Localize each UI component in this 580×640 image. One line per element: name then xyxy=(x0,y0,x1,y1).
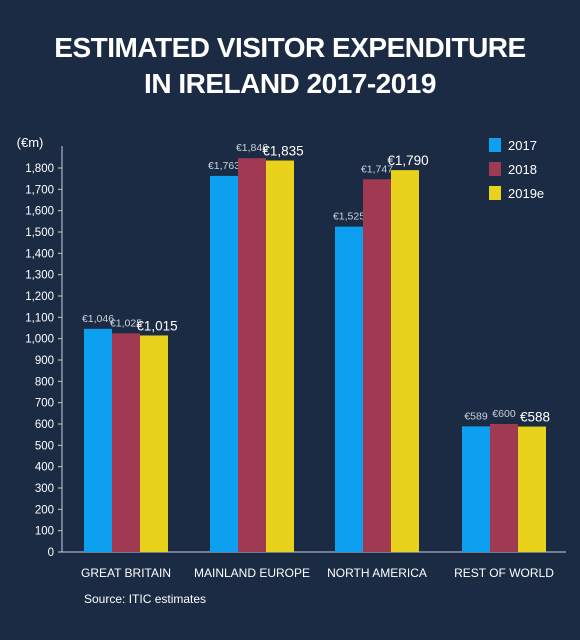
y-tick-label: 400 xyxy=(35,462,54,474)
y-tick-label: 900 xyxy=(35,355,54,367)
y-axis-unit-label: (€m) xyxy=(17,135,44,150)
data-label: €1,747 xyxy=(361,163,393,175)
y-tick-label: 600 xyxy=(35,419,54,431)
y-tick-label: 1,300 xyxy=(25,270,54,282)
data-label: €1,015 xyxy=(136,318,177,333)
bar-2017-0 xyxy=(84,328,112,552)
data-label: €1,846 xyxy=(236,142,268,154)
legend-label-2019e: 2019e xyxy=(508,186,544,201)
x-category-label: REST OF WORLD xyxy=(454,566,554,580)
y-tick-label: 500 xyxy=(35,440,54,452)
data-label: €1,835 xyxy=(262,144,303,159)
y-tick-label: 800 xyxy=(35,376,54,388)
y-tick-label: 1,000 xyxy=(25,334,54,346)
bar-2019e-0 xyxy=(140,335,168,552)
y-tick-label: 700 xyxy=(35,398,54,410)
bar-2017-3 xyxy=(462,426,490,552)
y-tick-label: 1,200 xyxy=(25,291,54,303)
y-tick-label: 1,600 xyxy=(25,206,54,218)
bar-2018-3 xyxy=(490,424,518,552)
y-tick-label: 1,800 xyxy=(25,163,54,175)
y-tick-label: 200 xyxy=(35,504,54,516)
legend-swatch-2017 xyxy=(489,138,501,152)
bar-2018-2 xyxy=(363,179,391,552)
x-category-label: MAINLAND EUROPE xyxy=(194,566,310,580)
source-note: Source: ITIC estimates xyxy=(84,592,207,606)
bar-2019e-3 xyxy=(518,426,546,552)
bar-2017-1 xyxy=(210,175,238,553)
y-tick-label: 300 xyxy=(35,483,54,495)
y-tick-label: 1,500 xyxy=(25,227,54,239)
bar-2017-2 xyxy=(335,226,363,552)
legend-label-2017: 2017 xyxy=(508,138,537,153)
legend-swatch-2018 xyxy=(489,162,501,176)
legend-label-2018: 2018 xyxy=(508,162,537,177)
x-category-label: NORTH AMERICA xyxy=(327,566,427,580)
y-tick-label: 1,100 xyxy=(25,312,54,324)
data-label: €1,790 xyxy=(387,153,428,168)
legend-swatch-2019e xyxy=(489,186,501,200)
data-label: €589 xyxy=(464,410,488,422)
y-tick-label: 1,700 xyxy=(25,184,54,196)
chart-title: ESTIMATED VISITOR EXPENDITURE IN IRELAND… xyxy=(0,30,580,102)
y-tick-label: 100 xyxy=(35,526,54,538)
data-label: €588 xyxy=(520,410,550,425)
data-label: €1,763 xyxy=(208,160,240,172)
bar-2018-1 xyxy=(238,158,266,553)
data-label: €1,046 xyxy=(82,313,114,325)
y-tick-label: 1,400 xyxy=(25,248,54,260)
y-tick-label: 0 xyxy=(48,547,54,559)
chart-title-line-1: ESTIMATED VISITOR EXPENDITURE xyxy=(54,32,526,63)
bar-2018-0 xyxy=(112,333,140,552)
bar-2019e-2 xyxy=(391,170,419,552)
data-label: €1,025 xyxy=(110,317,142,329)
x-category-label: GREAT BRITAIN xyxy=(81,566,171,580)
data-label: €1,525 xyxy=(333,211,365,223)
chart-title-line-2: IN IRELAND 2017-2019 xyxy=(144,68,436,99)
data-label: €600 xyxy=(492,408,516,420)
bar-2019e-1 xyxy=(266,160,294,553)
